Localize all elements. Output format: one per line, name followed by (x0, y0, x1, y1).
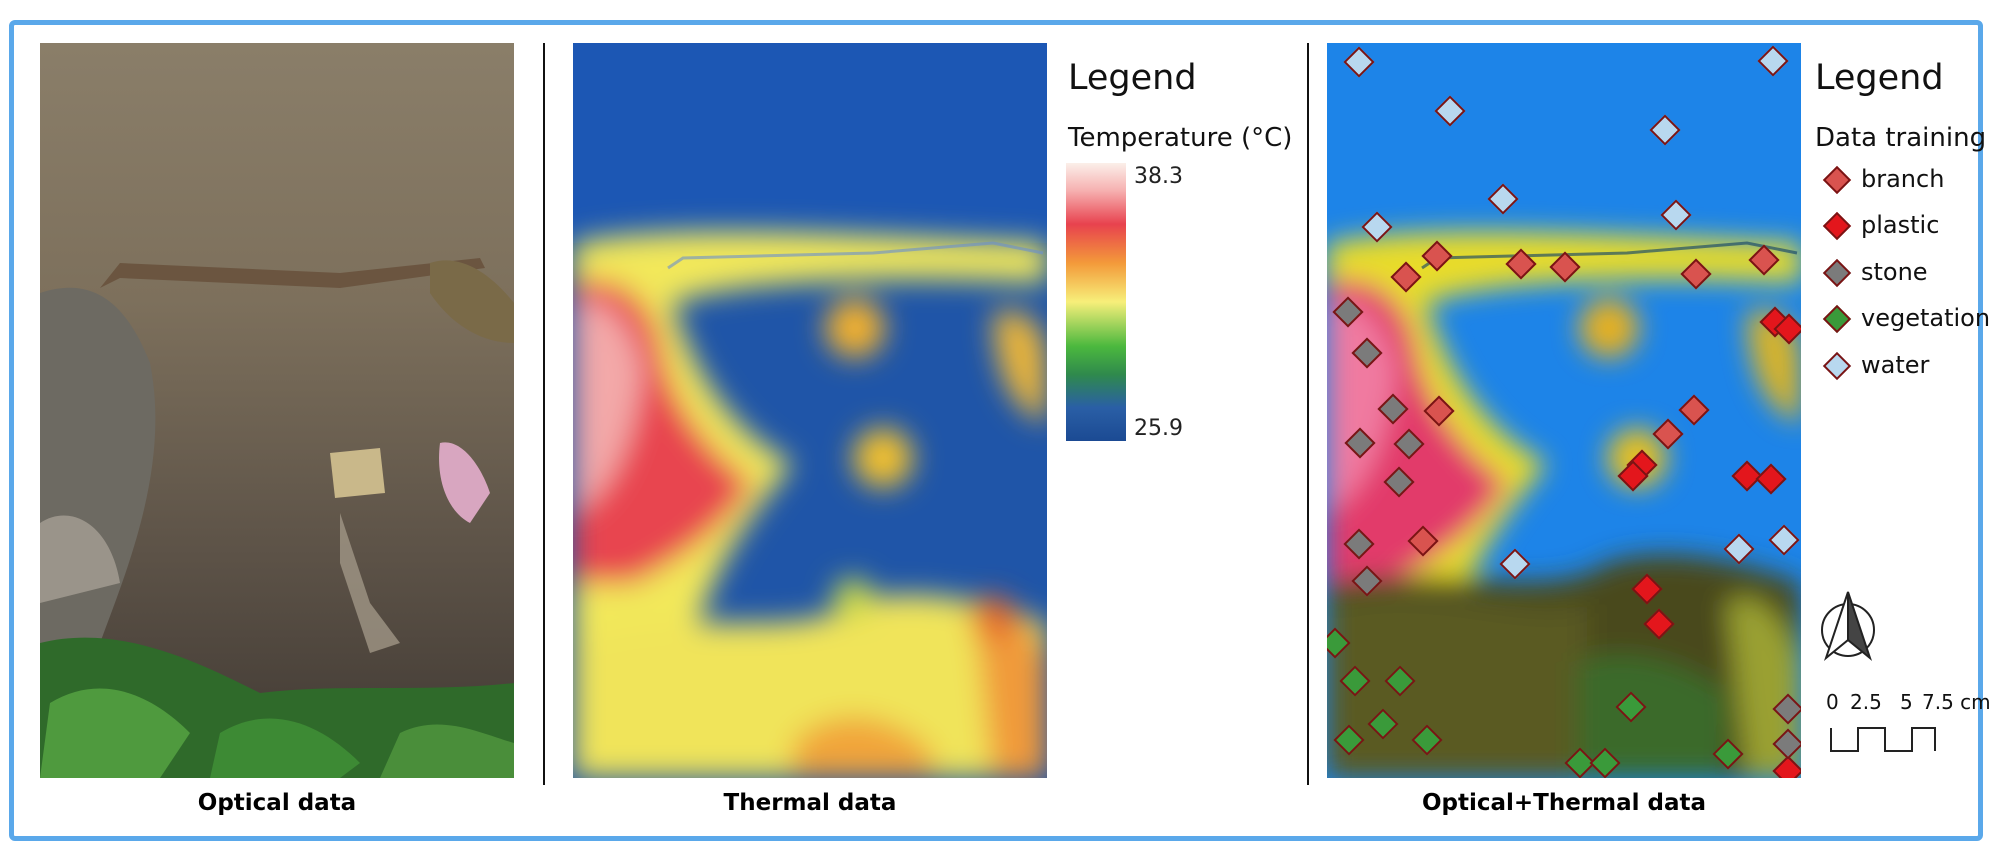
scale-tick-0: 0 (1826, 690, 1839, 714)
class-legend-title: Legend (1815, 58, 1944, 98)
scale-tick-2: 5 (1900, 690, 1913, 714)
legend-item-vegetation: vegetation (1861, 304, 1991, 332)
north-arrow-icon (1821, 591, 1875, 661)
separator-2 (1307, 43, 1309, 785)
legend-item-plastic: plastic (1861, 211, 1940, 239)
temperature-colorbar (1066, 163, 1126, 441)
combined-image (1327, 43, 1801, 778)
combined-caption: Optical+Thermal data (1421, 790, 1707, 816)
thermal-legend-subtitle: Temperature (°C) (1068, 123, 1293, 153)
scale-bar (1830, 727, 1936, 752)
scale-tick-3: 7.5 cm (1922, 690, 1991, 714)
optical-caption: Optical data (197, 790, 357, 816)
colorbar-max-label: 38.3 (1134, 164, 1183, 189)
figure-frame (9, 20, 1983, 841)
colorbar-min-label: 25.9 (1134, 416, 1183, 441)
thermal-legend-title: Legend (1068, 58, 1197, 98)
separator-1 (543, 43, 545, 785)
optical-image (40, 43, 514, 778)
class-legend-subtitle: Data training (1815, 123, 1987, 153)
thermal-image (573, 43, 1047, 778)
legend-item-branch: branch (1861, 165, 1945, 193)
scale-tick-1: 2.5 (1850, 690, 1882, 714)
thermal-caption: Thermal data (723, 790, 897, 816)
legend-item-water: water (1861, 351, 1930, 379)
legend-item-stone: stone (1861, 258, 1928, 286)
